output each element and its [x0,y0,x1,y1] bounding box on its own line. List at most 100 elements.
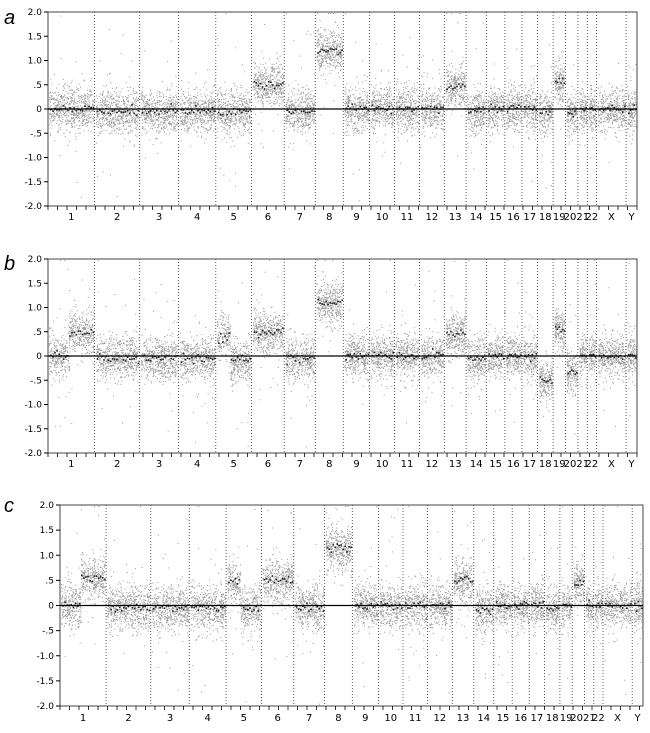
data-point [265,75,267,77]
data-point [299,118,301,120]
data-point [128,125,130,127]
data-point [160,117,162,119]
data-point [143,115,145,117]
data-point [262,87,263,89]
data-point [93,119,95,121]
data-point [120,115,121,117]
data-point [279,102,281,104]
data-point [344,111,346,113]
data-point [375,103,377,105]
data-point [366,100,368,102]
data-point [380,98,382,100]
data-point [352,125,354,127]
data-point [140,109,142,111]
data-point [149,107,150,109]
data-point [268,89,270,91]
data-point [227,106,229,108]
data-point [75,109,77,111]
data-point [232,105,234,107]
data-point [125,106,127,107]
data-point [207,103,209,105]
data-point [230,137,232,139]
data-point [268,96,270,98]
data-point [84,96,86,98]
data-point [364,106,366,108]
data-point [56,87,58,89]
data-point [180,96,182,98]
data-point [254,88,256,90]
data-point [67,97,69,99]
data-point [233,106,235,108]
data-point [390,94,392,96]
data-point [417,121,419,123]
data-point [368,106,370,108]
data-point [167,118,169,119]
data-point [309,115,311,117]
data-point [289,102,291,104]
data-point [393,117,395,119]
data-point [200,119,202,121]
data-point [167,129,169,131]
data-point [305,121,307,123]
data-point [153,96,154,98]
data-point [123,113,125,115]
data-point [74,118,75,120]
data-point [235,112,237,114]
data-point [143,102,145,104]
data-point [309,143,311,145]
data-point [289,126,291,128]
data-point [308,88,310,90]
data-point [83,130,85,132]
data-point [104,101,106,103]
data-point [174,114,175,116]
data-point [135,134,137,136]
plot-area-a: 2.01.51.0.50-.5-1.0-1.5-2.01 2 3 4 5 6 7 8 9 10 11… [24,8,638,223]
data-point [212,113,214,115]
data-point [119,122,121,124]
data-point [245,118,247,120]
data-point [326,51,328,53]
data-point [71,118,73,119]
data-point [190,111,192,113]
data-point [77,118,79,120]
data-point [168,97,170,98]
data-point [282,80,284,82]
data-point [141,113,143,115]
data-point [90,121,92,123]
data-point [81,107,82,109]
data-point [70,100,72,102]
data-point [321,58,323,60]
data-point [384,88,385,90]
data-point [71,126,73,128]
data-point [89,111,91,113]
data-point [108,110,110,112]
data-point [304,121,306,123]
data-point [409,92,411,94]
data-point [403,91,405,93]
data-point [183,124,185,126]
data-point [276,58,278,60]
data-point [210,95,212,97]
data-point [256,78,258,80]
data-point [103,123,104,125]
data-point [348,111,349,113]
data-point [124,110,126,111]
data-point [383,104,385,105]
data-point [197,103,199,105]
data-point [230,114,232,116]
data-point [243,101,245,103]
data-point [104,112,106,114]
data-point [153,103,155,104]
data-point [392,109,394,111]
data-point [296,115,298,117]
data-point [141,128,143,130]
data-point [169,89,171,91]
data-point [126,97,128,99]
data-point [235,47,237,49]
data-point [59,98,61,100]
data-point [205,105,207,107]
data-point [211,109,213,111]
data-point [247,142,249,144]
data-point [212,85,214,87]
data-point [294,107,296,109]
